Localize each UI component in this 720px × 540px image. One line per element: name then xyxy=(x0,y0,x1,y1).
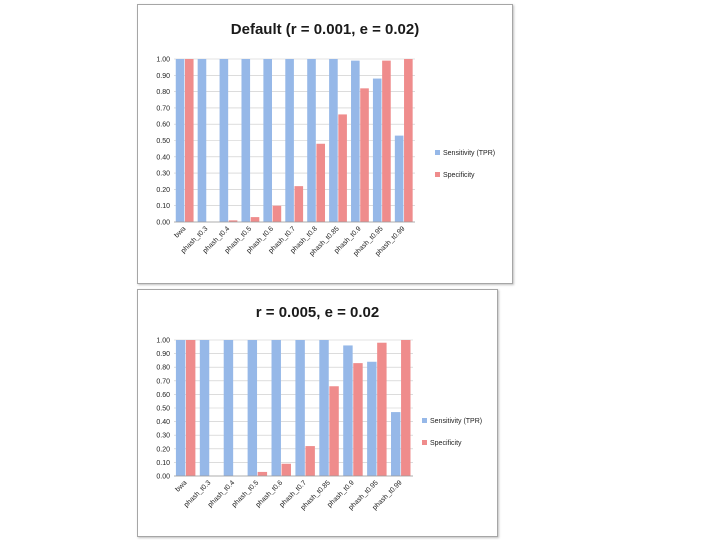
y-tick-label: 0.50 xyxy=(156,406,170,413)
bar-sensitivity xyxy=(285,59,294,222)
x-tick-label: bwa xyxy=(175,479,189,493)
y-tick-label: 0.40 xyxy=(156,419,170,426)
bar-sensitivity xyxy=(247,340,258,476)
y-tick-label: 0.80 xyxy=(156,89,170,96)
bar-specificity xyxy=(377,342,387,476)
bar-sensitivity xyxy=(351,60,360,222)
bar-specificity xyxy=(382,60,391,222)
bar-sensitivity xyxy=(241,59,251,222)
legend-swatch xyxy=(435,150,440,155)
legend-label: Sensitivity (TPR) xyxy=(443,150,495,157)
legend-swatch xyxy=(422,440,427,445)
chart-title: r = 0.005, e = 0.02 xyxy=(255,304,380,321)
y-tick-label: 0.40 xyxy=(156,154,170,161)
bar-sensitivity xyxy=(372,78,382,222)
bar-sensitivity xyxy=(271,340,281,476)
bar-specificity xyxy=(316,143,326,222)
bar-sensitivity xyxy=(263,59,272,222)
y-tick-label: 0.50 xyxy=(156,138,170,145)
bar-specificity xyxy=(294,186,304,222)
x-tick-label: bwa xyxy=(173,225,187,239)
y-tick-label: 0.30 xyxy=(156,433,170,440)
bar-sensitivity xyxy=(197,59,207,222)
bar-specificity xyxy=(404,59,413,222)
legend-swatch xyxy=(422,418,427,423)
y-tick-label: 1.00 xyxy=(156,338,170,345)
y-tick-label: 0.90 xyxy=(156,73,170,80)
bar-specificity xyxy=(281,463,291,476)
legend-label: Specificity xyxy=(430,440,462,447)
legend-label: Sensitivity (TPR) xyxy=(430,418,482,425)
y-tick-label: 0.30 xyxy=(156,171,170,178)
y-tick-label: 0.20 xyxy=(156,187,170,194)
bar-chart-r005: 0.00 0.10 0.20 0.30 0.40 0.50 0.60 0.70 0.80 0.90… xyxy=(156,338,482,512)
y-tick-label: 0.10 xyxy=(156,460,170,467)
y-tick-label: 0.70 xyxy=(156,105,170,112)
bar-sensitivity xyxy=(175,340,186,476)
bar-specificity xyxy=(338,114,347,222)
legend-label: Specificity xyxy=(443,172,475,179)
bar-specificity xyxy=(353,363,363,476)
y-tick-label: 0.20 xyxy=(156,446,170,453)
bar-specificity xyxy=(329,386,339,476)
bar-specificity xyxy=(401,340,411,476)
bar-sensitivity xyxy=(329,59,338,222)
bar-sensitivity xyxy=(391,412,401,476)
bar-sensitivity xyxy=(367,361,377,476)
y-tick-label: 0.60 xyxy=(156,122,170,129)
bar-sensitivity xyxy=(307,59,316,222)
bar-sensitivity xyxy=(394,135,404,222)
y-tick-label: 0.60 xyxy=(156,392,170,399)
bar-specificity xyxy=(184,59,194,222)
bar-sensitivity xyxy=(175,59,185,222)
chart-title: Default (r = 0.001, e = 0.02) xyxy=(230,21,420,38)
bar-specificity xyxy=(305,446,315,476)
chart-panel-r005: r = 0.005, e = 0.02 0.00 0.10 0.20 0.30 0.40… xyxy=(137,289,498,537)
bar-specificity xyxy=(360,88,369,222)
bar-sensitivity xyxy=(319,340,329,476)
chart-panel-default: Default (r = 0.001, e = 0.02) 0.00 0.10 0.… xyxy=(137,4,513,284)
y-tick-label: 0.90 xyxy=(156,351,170,358)
bar-specificity xyxy=(272,205,282,222)
y-tick-label: 0.70 xyxy=(156,378,170,385)
bar-sensitivity xyxy=(199,340,210,476)
y-tick-label: 0.10 xyxy=(156,203,170,210)
bar-sensitivity xyxy=(223,340,234,476)
bar-sensitivity xyxy=(343,345,353,476)
bar-sensitivity xyxy=(295,340,305,476)
bar-specificity xyxy=(185,340,196,476)
bar-specificity xyxy=(228,220,238,222)
bar-specificity xyxy=(250,217,260,222)
y-tick-label: 1.00 xyxy=(156,57,170,64)
bar-sensitivity xyxy=(219,59,229,222)
bar-specificity xyxy=(257,471,268,476)
bar-chart-default: 0.00 0.10 0.20 0.30 0.40 0.50 0.60 0.70 0.80 0.90… xyxy=(156,57,495,258)
y-tick-label: 0.00 xyxy=(156,220,170,227)
legend-swatch xyxy=(435,172,440,177)
y-tick-label: 0.00 xyxy=(156,474,170,481)
y-tick-label: 0.80 xyxy=(156,365,170,372)
